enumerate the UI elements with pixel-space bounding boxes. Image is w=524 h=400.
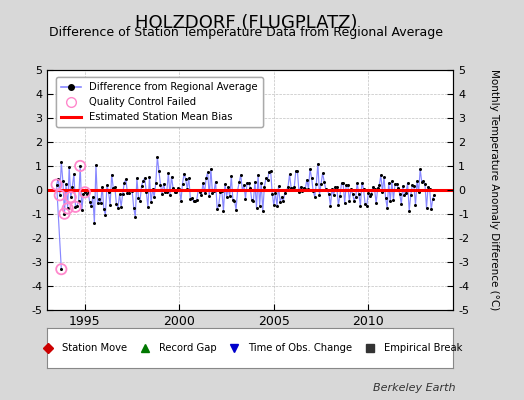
Point bbox=[67, 194, 75, 200]
Point bbox=[56, 192, 64, 198]
Point bbox=[57, 266, 66, 272]
Point bbox=[63, 205, 72, 212]
Point bbox=[76, 163, 84, 169]
Text: HOLZDORF (FLUGPLATZ): HOLZDORF (FLUGPLATZ) bbox=[135, 14, 357, 32]
Text: Berkeley Earth: Berkeley Earth bbox=[374, 383, 456, 393]
Y-axis label: Monthly Temperature Anomaly Difference (°C): Monthly Temperature Anomaly Difference (… bbox=[489, 69, 499, 311]
Point bbox=[60, 210, 69, 217]
Point bbox=[71, 204, 80, 210]
Legend: Difference from Regional Average, Quality Control Failed, Estimated Station Mean: Difference from Regional Average, Qualit… bbox=[56, 77, 263, 127]
Point bbox=[52, 182, 61, 188]
Legend: Station Move, Record Gap, Time of Obs. Change, Empirical Break: Station Move, Record Gap, Time of Obs. C… bbox=[34, 339, 467, 357]
Point bbox=[81, 189, 89, 196]
Text: Difference of Station Temperature Data from Regional Average: Difference of Station Temperature Data f… bbox=[49, 26, 443, 39]
